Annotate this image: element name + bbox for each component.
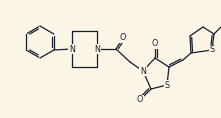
Text: O: O bbox=[152, 40, 158, 48]
Text: N: N bbox=[140, 67, 146, 76]
Text: O: O bbox=[137, 95, 143, 105]
Text: O: O bbox=[120, 34, 126, 42]
Text: S: S bbox=[164, 80, 170, 89]
Text: N: N bbox=[69, 44, 75, 53]
Text: S: S bbox=[210, 46, 215, 55]
Text: N: N bbox=[94, 44, 100, 53]
